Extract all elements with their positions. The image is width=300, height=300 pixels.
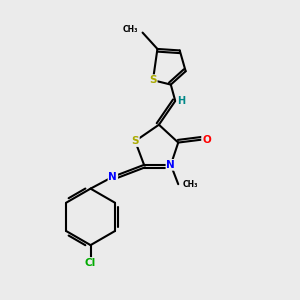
Text: S: S <box>131 136 139 146</box>
Text: N: N <box>167 160 175 170</box>
Text: Cl: Cl <box>85 258 96 268</box>
Text: H: H <box>177 96 185 106</box>
Text: CH₃: CH₃ <box>123 25 138 34</box>
Text: S: S <box>149 75 157 85</box>
Text: N: N <box>109 172 117 182</box>
Text: O: O <box>202 135 211 145</box>
Text: CH₃: CH₃ <box>183 180 198 189</box>
